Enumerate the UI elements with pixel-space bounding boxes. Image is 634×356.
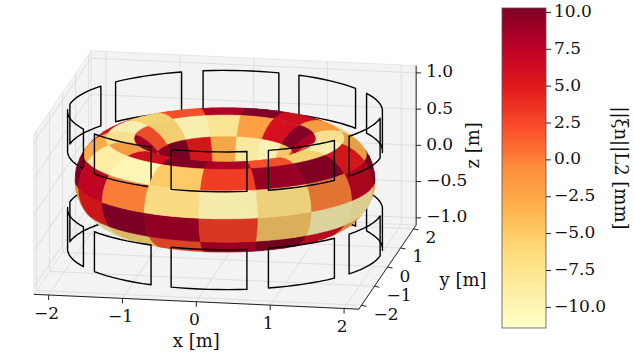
colorbar-tick [546,123,551,124]
coil [268,141,334,191]
tick [416,145,421,146]
grid-line [36,291,361,306]
y-tick-label: −1 [386,285,411,305]
z-tick-label: 0.0 [426,134,453,154]
tick [401,248,406,249]
surface-cell [199,218,258,242]
grid [34,52,416,309]
surface-cell [199,190,258,219]
y-axis-title: y [m] [438,269,486,290]
y-tick-label: 0 [399,266,410,286]
colorbar-bar [502,8,546,328]
colorbar-tick-label: −5.0 [554,222,595,242]
coil [68,208,84,267]
x-axis-line [34,294,359,309]
x-tick-label: −1 [108,306,133,326]
grid-line [63,252,388,267]
z-tick-label: 0.5 [426,98,453,118]
colorbar-tick [546,86,551,87]
colorbar-tick-label: 2.5 [554,112,581,132]
surface [68,70,383,289]
x-tick-label: −2 [34,303,59,323]
x-tick-label: 2 [337,316,348,336]
colorbar-tick-label: 0.0 [554,148,581,168]
surface-cell [205,115,241,137]
coil [68,110,84,169]
tick [374,286,379,287]
coil [171,247,247,289]
colorbar-tick [546,270,551,271]
coil [203,70,279,112]
colorbar-tick-label: −10.0 [554,296,606,316]
floor-pane [34,210,416,309]
z-tick-label: −0.5 [426,170,467,190]
grid-line [34,203,91,287]
surface-cell [199,108,245,116]
tick [344,308,345,313]
tick-labels: −2−1012−2−1012−1.0−0.50.00.51.0x [m]y [m… [34,61,486,350]
x-tick-label: 1 [263,313,274,333]
coil [349,118,380,176]
tick [361,305,366,306]
tick [122,298,123,303]
tick [196,302,197,307]
coil [171,149,247,191]
colorbar-tick [546,159,551,160]
tick [416,181,421,182]
colorbar-tick [546,12,551,13]
surface-cell [102,175,149,212]
back-pane [91,51,416,225]
coil [349,216,380,274]
axes [34,66,416,309]
coil [94,134,151,187]
page: {"chart_data": {"type": "surface3d", "xl… [0,0,634,356]
x-axis-title: x [m] [173,330,220,351]
z-tick-label: 1.0 [426,61,453,81]
coil [94,232,151,285]
surface-cell [306,174,351,212]
coil [268,238,334,288]
surface-cell [210,137,237,165]
colorbar: −10.0 −7.5 −5.0 −2.5 0.0 2.5 5.0 7.5 10.0 ||ξn||L… [502,1,632,328]
tick [416,217,421,218]
z-tick-label: −1.0 [426,206,467,226]
tick [416,109,421,110]
y-axis-line [359,225,416,309]
colorbar-tick [546,196,551,197]
y-tick-label: −2 [373,304,398,324]
tick [48,295,49,300]
colorbar-tick-label: 7.5 [554,38,581,58]
y-tick-label: 1 [413,246,424,266]
colorbar-tick [546,233,551,234]
colorbar-tick-label: −2.5 [554,185,595,205]
surface-cell [204,162,250,170]
grid-line [34,58,91,142]
panes [34,51,416,309]
tick [270,305,271,310]
colorbar-tick-label: −7.5 [554,259,595,279]
x-tick-label: 0 [189,309,200,329]
colorbar-tick [546,49,551,50]
colorbar-tick [546,307,551,308]
colorbar-title: ||ξn||L2 [mm] [610,106,632,229]
y-tick-label: 2 [426,227,437,247]
chart: −2−1012−2−1012−1.0−0.50.00.51.0x [m]y [m… [0,0,634,356]
tick [414,229,419,230]
colorbar-tick-label: 5.0 [554,75,581,95]
tick [416,72,421,73]
colorbar-tick-label: 10.0 [554,1,592,21]
z-axis-title: z [m] [462,122,483,168]
tick [387,267,392,268]
grid-line [91,94,416,109]
